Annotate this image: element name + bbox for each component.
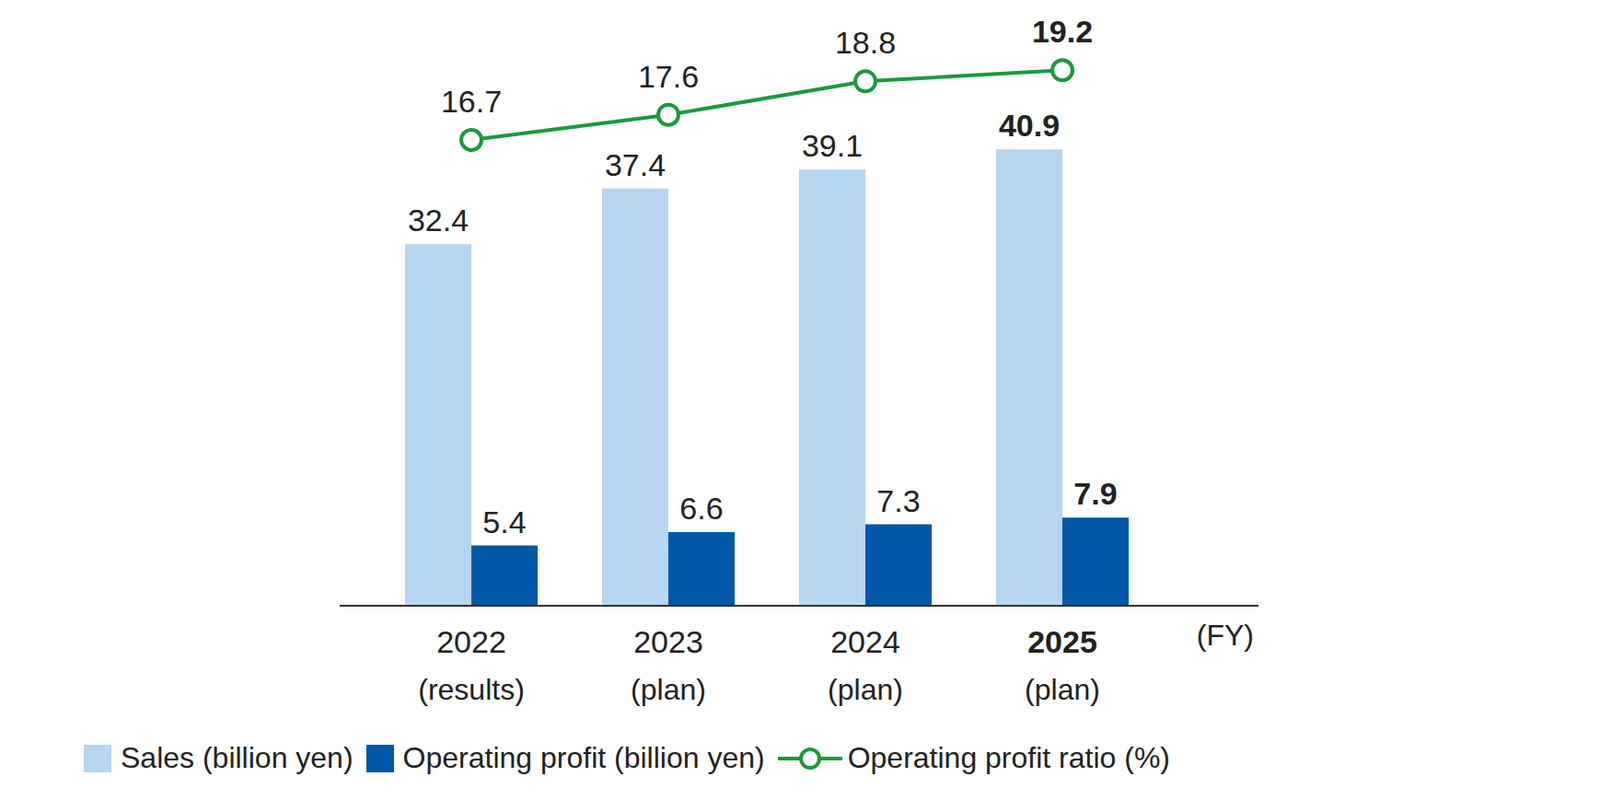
- svg-text:5.4: 5.4: [482, 504, 526, 540]
- svg-text:(results): (results): [417, 672, 525, 707]
- html-text:Operating profit ratio (%): Operating profit ratio (%): [847, 741, 1171, 775]
- svg-text:2022: 2022: [436, 624, 507, 660]
- svg-text:7.3: 7.3: [876, 483, 920, 519]
- svg-text:16.7: 16.7: [440, 83, 502, 119]
- svg-text:(FY): (FY): [1196, 618, 1254, 652]
- svg-text:2025: 2025: [1027, 624, 1098, 660]
- svg-text:2023: 2023: [633, 624, 704, 660]
- svg-text:37.4: 37.4: [604, 147, 666, 183]
- svg-text:32.4: 32.4: [407, 202, 469, 238]
- html-text:Sales (billion yen): Sales (billion yen): [120, 741, 354, 775]
- svg-text:19.2: 19.2: [1031, 13, 1093, 49]
- svg-text:(plan): (plan): [630, 672, 707, 707]
- svg-text:2024: 2024: [830, 624, 901, 660]
- svg-text:40.9: 40.9: [998, 107, 1060, 143]
- svg-text:6.6: 6.6: [679, 490, 723, 526]
- svg-text:(plan): (plan): [827, 672, 904, 707]
- svg-text:17.6: 17.6: [637, 58, 699, 94]
- svg-text:18.8: 18.8: [834, 24, 896, 60]
- html-text:Operating profit (billion yen): Operating profit (billion yen): [402, 741, 765, 775]
- svg-text:(plan): (plan): [1024, 672, 1101, 707]
- svg-text:39.1: 39.1: [801, 127, 863, 163]
- svg-text:7.9: 7.9: [1073, 475, 1117, 511]
